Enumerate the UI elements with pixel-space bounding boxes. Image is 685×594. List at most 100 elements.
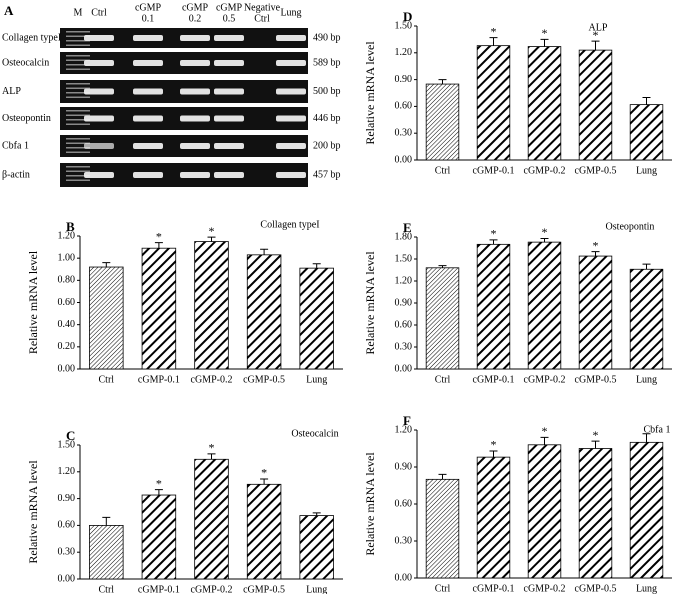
lane-label: Ctrl xyxy=(91,7,107,18)
lane-label: Lung xyxy=(280,7,301,18)
bar xyxy=(629,441,664,579)
panel-letter: C xyxy=(66,428,75,443)
bar xyxy=(89,525,124,580)
bar xyxy=(194,241,229,370)
gel-band xyxy=(276,115,306,122)
y-tick-label: 1.50 xyxy=(58,439,76,450)
x-tick-label: Ctrl xyxy=(99,374,115,385)
gel-band xyxy=(214,35,244,41)
y-tick-label: 1.20 xyxy=(395,424,413,435)
gel-band xyxy=(84,172,114,178)
ladder-band xyxy=(66,87,90,89)
gel-band xyxy=(133,115,163,122)
error-bar xyxy=(489,239,498,245)
lane-label: 0.1 xyxy=(142,13,155,24)
x-tick-label: cGMP-0.1 xyxy=(473,583,515,594)
y-tick-label: 1.20 xyxy=(58,230,76,241)
y-axis-label: Relative mRNA level xyxy=(363,41,377,145)
error-bar xyxy=(489,450,498,458)
significance: * xyxy=(542,26,548,40)
chart-title: Osteocalcin xyxy=(291,428,338,439)
lane-label: 0.5 xyxy=(223,13,236,24)
x-tick-label: Lung xyxy=(636,583,657,594)
error-bar xyxy=(102,262,111,268)
y-tick-label: 0.00 xyxy=(395,363,413,374)
y-tick-label: 0.90 xyxy=(395,297,413,308)
chart-title: Osteopontin xyxy=(606,221,655,232)
error-bar xyxy=(591,440,600,449)
gel-band xyxy=(214,172,244,178)
bar xyxy=(194,458,229,580)
y-tick-label: 0.60 xyxy=(395,498,413,509)
y-tick-label: 0.90 xyxy=(58,493,76,504)
bar xyxy=(527,444,562,579)
significance: * xyxy=(542,225,548,239)
bar xyxy=(246,254,282,370)
significance: * xyxy=(491,438,497,452)
x-tick-label: cGMP-0.1 xyxy=(473,374,515,385)
bar xyxy=(476,45,511,161)
significance: * xyxy=(261,466,267,480)
y-tick-label: 0.90 xyxy=(395,461,413,472)
panel-letter: F xyxy=(403,413,411,428)
ladder-band xyxy=(66,92,90,94)
row-label: β-actin xyxy=(2,169,30,180)
y-tick-label: 0.60 xyxy=(395,319,413,330)
error-bar xyxy=(540,436,549,445)
gel-band xyxy=(180,143,210,149)
significance: * xyxy=(593,28,599,42)
y-axis-label: Relative mRNA level xyxy=(26,250,40,354)
x-tick-label: cGMP-0.2 xyxy=(524,165,566,176)
gel-band xyxy=(214,60,244,66)
gel-band xyxy=(84,35,114,41)
gel-band xyxy=(180,60,210,66)
significance: * xyxy=(209,224,215,238)
panel-letter: A xyxy=(4,3,14,18)
bar xyxy=(578,255,613,370)
x-tick-label: cGMP-0.2 xyxy=(191,374,233,385)
panel-letter: D xyxy=(403,9,412,24)
x-tick-label: cGMP-0.2 xyxy=(524,374,566,385)
gel-band xyxy=(133,143,163,149)
ladder-band xyxy=(66,96,90,98)
ladder-band xyxy=(66,68,90,70)
x-tick-label: Lung xyxy=(636,374,657,385)
bar xyxy=(578,49,613,161)
y-tick-label: 0.20 xyxy=(58,341,76,352)
y-tick-label: 0.30 xyxy=(395,341,413,352)
y-tick-label: 1.00 xyxy=(58,252,76,263)
bar xyxy=(425,478,460,579)
gel-band xyxy=(180,115,210,122)
y-tick-label: 1.50 xyxy=(395,20,413,31)
x-tick-label: Ctrl xyxy=(435,165,451,176)
ladder-band xyxy=(66,179,90,181)
x-tick-label: cGMP-0.5 xyxy=(575,165,617,176)
bar xyxy=(527,46,562,161)
x-tick-label: Ctrl xyxy=(435,583,451,594)
gel-band xyxy=(214,88,244,95)
x-tick-label: cGMP-0.5 xyxy=(243,374,285,385)
bar xyxy=(299,515,334,580)
gel-band xyxy=(133,60,163,66)
x-tick-label: Ctrl xyxy=(99,584,115,594)
y-tick-label: 1.20 xyxy=(395,47,413,58)
row-label: Osteopontin xyxy=(2,113,51,124)
gel-band xyxy=(84,60,114,66)
y-tick-label: 0.60 xyxy=(58,297,76,308)
ladder-band xyxy=(66,147,90,149)
significance: * xyxy=(491,24,497,38)
bar xyxy=(425,83,460,161)
error-bar xyxy=(260,478,269,485)
ladder-band xyxy=(66,83,90,85)
ladder-band xyxy=(66,64,90,66)
significance: * xyxy=(542,424,548,438)
gel-band xyxy=(133,35,163,41)
error-bar xyxy=(591,251,600,257)
ladder-band xyxy=(66,119,90,121)
y-tick-label: 0.00 xyxy=(395,572,413,583)
x-tick-label: cGMP-0.1 xyxy=(473,165,515,176)
significance: * xyxy=(209,441,215,455)
error-bar xyxy=(154,242,163,249)
y-tick-label: 0.00 xyxy=(395,154,413,165)
